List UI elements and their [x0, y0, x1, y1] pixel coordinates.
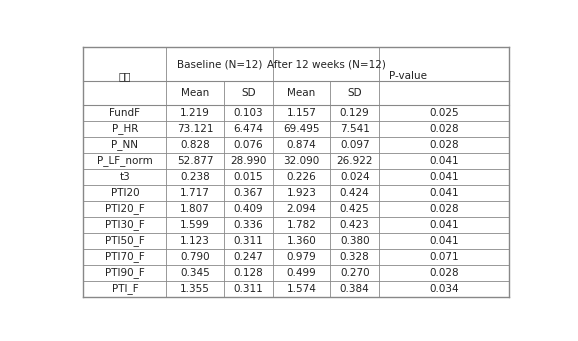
Text: 0.041: 0.041 — [429, 188, 459, 198]
Text: FundF: FundF — [109, 108, 140, 118]
Text: Mean: Mean — [181, 88, 209, 98]
Text: 0.423: 0.423 — [340, 220, 369, 230]
Text: 변수: 변수 — [118, 71, 131, 81]
Text: 73.121: 73.121 — [177, 124, 213, 134]
Text: 0.028: 0.028 — [429, 268, 459, 278]
Text: 1.574: 1.574 — [287, 284, 317, 294]
Text: 0.328: 0.328 — [340, 252, 369, 262]
Text: 0.041: 0.041 — [429, 220, 459, 230]
Text: 0.103: 0.103 — [234, 108, 263, 118]
Text: 0.028: 0.028 — [429, 204, 459, 214]
Text: PTI90_F: PTI90_F — [105, 267, 145, 278]
Text: 69.495: 69.495 — [283, 124, 320, 134]
Text: 1.782: 1.782 — [287, 220, 317, 230]
Text: 0.311: 0.311 — [234, 236, 263, 246]
Text: 0.424: 0.424 — [340, 188, 369, 198]
Text: 1.123: 1.123 — [180, 236, 210, 246]
Text: PTI30_F: PTI30_F — [105, 220, 145, 231]
Text: Mean: Mean — [287, 88, 316, 98]
Text: 1.157: 1.157 — [287, 108, 317, 118]
Text: 0.028: 0.028 — [429, 140, 459, 150]
Text: P_NN: P_NN — [112, 139, 139, 150]
Text: 0.336: 0.336 — [234, 220, 263, 230]
Text: 52.877: 52.877 — [177, 156, 213, 166]
Text: 0.874: 0.874 — [287, 140, 316, 150]
Text: 0.384: 0.384 — [340, 284, 369, 294]
Text: 0.034: 0.034 — [429, 284, 459, 294]
Text: 0.041: 0.041 — [429, 156, 459, 166]
Text: 1.717: 1.717 — [180, 188, 210, 198]
Text: 0.025: 0.025 — [429, 108, 459, 118]
Text: P_HR: P_HR — [112, 123, 138, 134]
Text: 0.226: 0.226 — [287, 172, 316, 182]
Text: Baseline (N=12): Baseline (N=12) — [177, 59, 262, 69]
Text: 0.015: 0.015 — [234, 172, 263, 182]
Text: PTI20_F: PTI20_F — [105, 204, 145, 214]
Text: 0.024: 0.024 — [340, 172, 369, 182]
Text: 26.922: 26.922 — [336, 156, 373, 166]
Text: 0.380: 0.380 — [340, 236, 369, 246]
Text: 0.425: 0.425 — [340, 204, 369, 214]
Text: 0.238: 0.238 — [180, 172, 210, 182]
Text: 0.041: 0.041 — [429, 172, 459, 182]
Text: 1.599: 1.599 — [180, 220, 210, 230]
Text: 1.360: 1.360 — [287, 236, 316, 246]
Text: 0.499: 0.499 — [287, 268, 316, 278]
Text: 28.990: 28.990 — [230, 156, 266, 166]
Text: P_LF_norm: P_LF_norm — [97, 155, 153, 166]
Text: PTI20: PTI20 — [110, 188, 139, 198]
Text: 0.071: 0.071 — [429, 252, 459, 262]
Text: 0.129: 0.129 — [340, 108, 369, 118]
Text: 0.367: 0.367 — [234, 188, 263, 198]
Text: 0.076: 0.076 — [234, 140, 263, 150]
Text: 0.409: 0.409 — [234, 204, 263, 214]
Text: 0.128: 0.128 — [234, 268, 263, 278]
Text: PTI_F: PTI_F — [112, 283, 138, 294]
Text: 0.828: 0.828 — [180, 140, 210, 150]
Text: 1.807: 1.807 — [180, 204, 210, 214]
Text: 0.345: 0.345 — [180, 268, 210, 278]
Text: 2.094: 2.094 — [287, 204, 316, 214]
Text: 32.090: 32.090 — [283, 156, 320, 166]
Text: 0.979: 0.979 — [287, 252, 316, 262]
Text: SD: SD — [241, 88, 255, 98]
Text: 0.270: 0.270 — [340, 268, 369, 278]
Text: 1.923: 1.923 — [287, 188, 317, 198]
Text: 0.247: 0.247 — [234, 252, 263, 262]
Text: t3: t3 — [120, 172, 130, 182]
Text: PTI50_F: PTI50_F — [105, 235, 145, 246]
Text: 6.474: 6.474 — [234, 124, 264, 134]
Text: SD: SD — [347, 88, 362, 98]
Text: 0.028: 0.028 — [429, 124, 459, 134]
Text: PTI70_F: PTI70_F — [105, 251, 145, 262]
Text: 0.311: 0.311 — [234, 284, 263, 294]
Text: 1.219: 1.219 — [180, 108, 210, 118]
Text: 0.041: 0.041 — [429, 236, 459, 246]
Text: 0.790: 0.790 — [180, 252, 210, 262]
Text: P-value: P-value — [389, 71, 427, 81]
Text: 0.097: 0.097 — [340, 140, 369, 150]
Text: 1.355: 1.355 — [180, 284, 210, 294]
Text: 7.541: 7.541 — [340, 124, 370, 134]
Text: After 12 weeks (N=12): After 12 weeks (N=12) — [266, 59, 386, 69]
